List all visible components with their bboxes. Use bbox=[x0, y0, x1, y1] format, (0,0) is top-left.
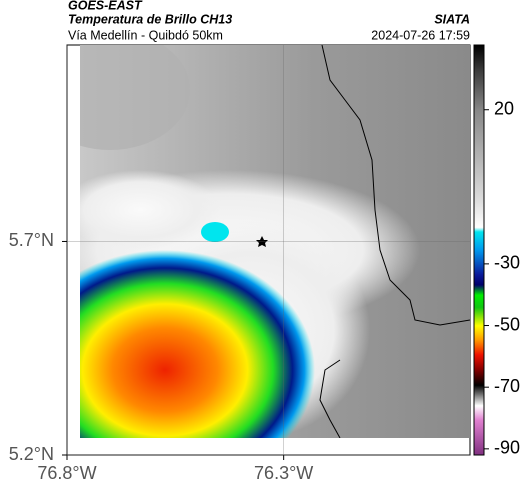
title: Temperatura de Brillo CH13 bbox=[68, 12, 232, 26]
colorbar-tick-label: -70 bbox=[494, 376, 520, 396]
brand: SIATA bbox=[434, 12, 470, 26]
imagery bbox=[80, 45, 470, 438]
colorbar-tick-label: -30 bbox=[494, 253, 520, 273]
x-tick-label: 76.3°W bbox=[254, 463, 313, 483]
x-tick-label: 76.8°W bbox=[37, 463, 96, 483]
source: GOES-EAST bbox=[68, 0, 143, 12]
colorbar bbox=[473, 44, 485, 456]
colorbar-tick-label: 20 bbox=[494, 98, 514, 118]
timestamp: 2024-07-26 17:59 bbox=[371, 28, 470, 42]
colorbar-tick-label: -90 bbox=[494, 438, 520, 458]
y-tick-label: 5.2°N bbox=[9, 444, 54, 464]
y-tick-label: 5.7°N bbox=[9, 230, 54, 250]
header: GOES-EAST Temperatura de Brillo CH13 Vía… bbox=[68, 0, 470, 42]
subtitle: Vía Medellín - Quibdó 50km bbox=[68, 28, 223, 42]
axes: 76.8°W 76.3°W 5.7°N 5.2°N 20 -30 -50 -70 -90 bbox=[9, 45, 520, 483]
colorbar-tick-label: -50 bbox=[494, 314, 520, 334]
